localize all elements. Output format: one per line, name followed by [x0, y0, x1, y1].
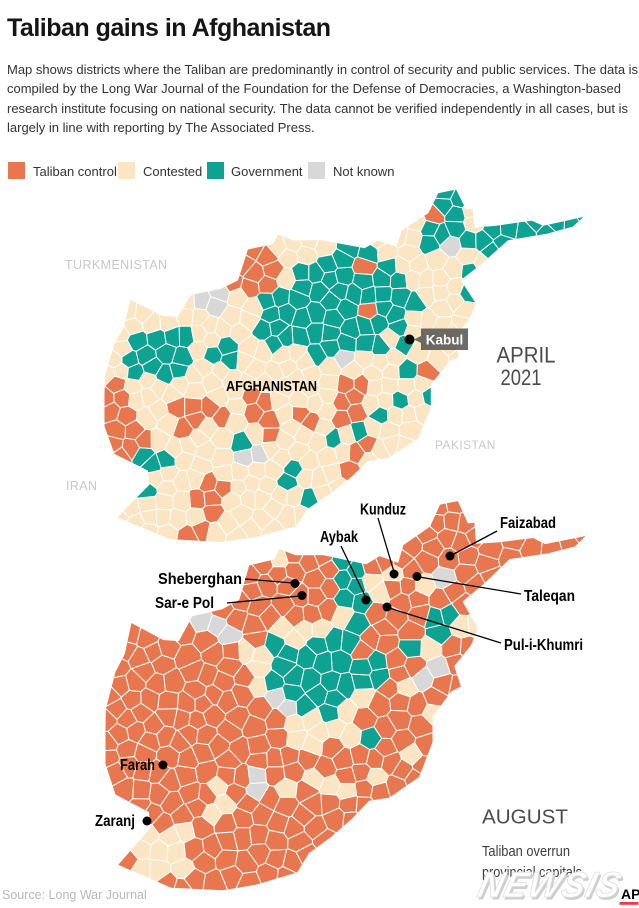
svg-text:AP: AP — [621, 886, 639, 902]
svg-text:provincial capitals: provincial capitals — [482, 864, 582, 881]
svg-text:TURKMENISTAN: TURKMENISTAN — [65, 258, 168, 272]
svg-text:Sheberghan: Sheberghan — [158, 571, 242, 588]
svg-text:AUGUST: AUGUST — [482, 806, 568, 829]
svg-text:Aybak: Aybak — [320, 529, 358, 546]
svg-text:NEWSIS: NEWSIS — [474, 865, 626, 905]
svg-text:Farah: Farah — [120, 757, 155, 774]
svg-text:PAKISTAN: PAKISTAN — [435, 438, 496, 452]
svg-text:Pul-i-Khumri: Pul-i-Khumri — [504, 637, 583, 654]
svg-text:APRIL: APRIL — [497, 343, 556, 368]
svg-text:NEWSIS: NEWSIS — [476, 867, 628, 907]
svg-text:AFGHANISTAN: AFGHANISTAN — [226, 378, 317, 395]
svg-text:Kabul: Kabul — [426, 333, 464, 348]
svg-text:Taleqan: Taleqan — [524, 588, 575, 605]
svg-text:Kunduz: Kunduz — [360, 502, 406, 519]
svg-text:Sar-e Pol: Sar-e Pol — [155, 595, 214, 612]
svg-text:Zaranj: Zaranj — [95, 813, 135, 830]
svg-text:2021: 2021 — [501, 365, 542, 390]
svg-text:Source: Long War Journal: Source: Long War Journal — [2, 888, 147, 902]
svg-text:Faizabad: Faizabad — [500, 515, 556, 532]
svg-text:Taliban overrun: Taliban overrun — [482, 843, 570, 860]
svg-text:IRAN: IRAN — [66, 479, 97, 493]
